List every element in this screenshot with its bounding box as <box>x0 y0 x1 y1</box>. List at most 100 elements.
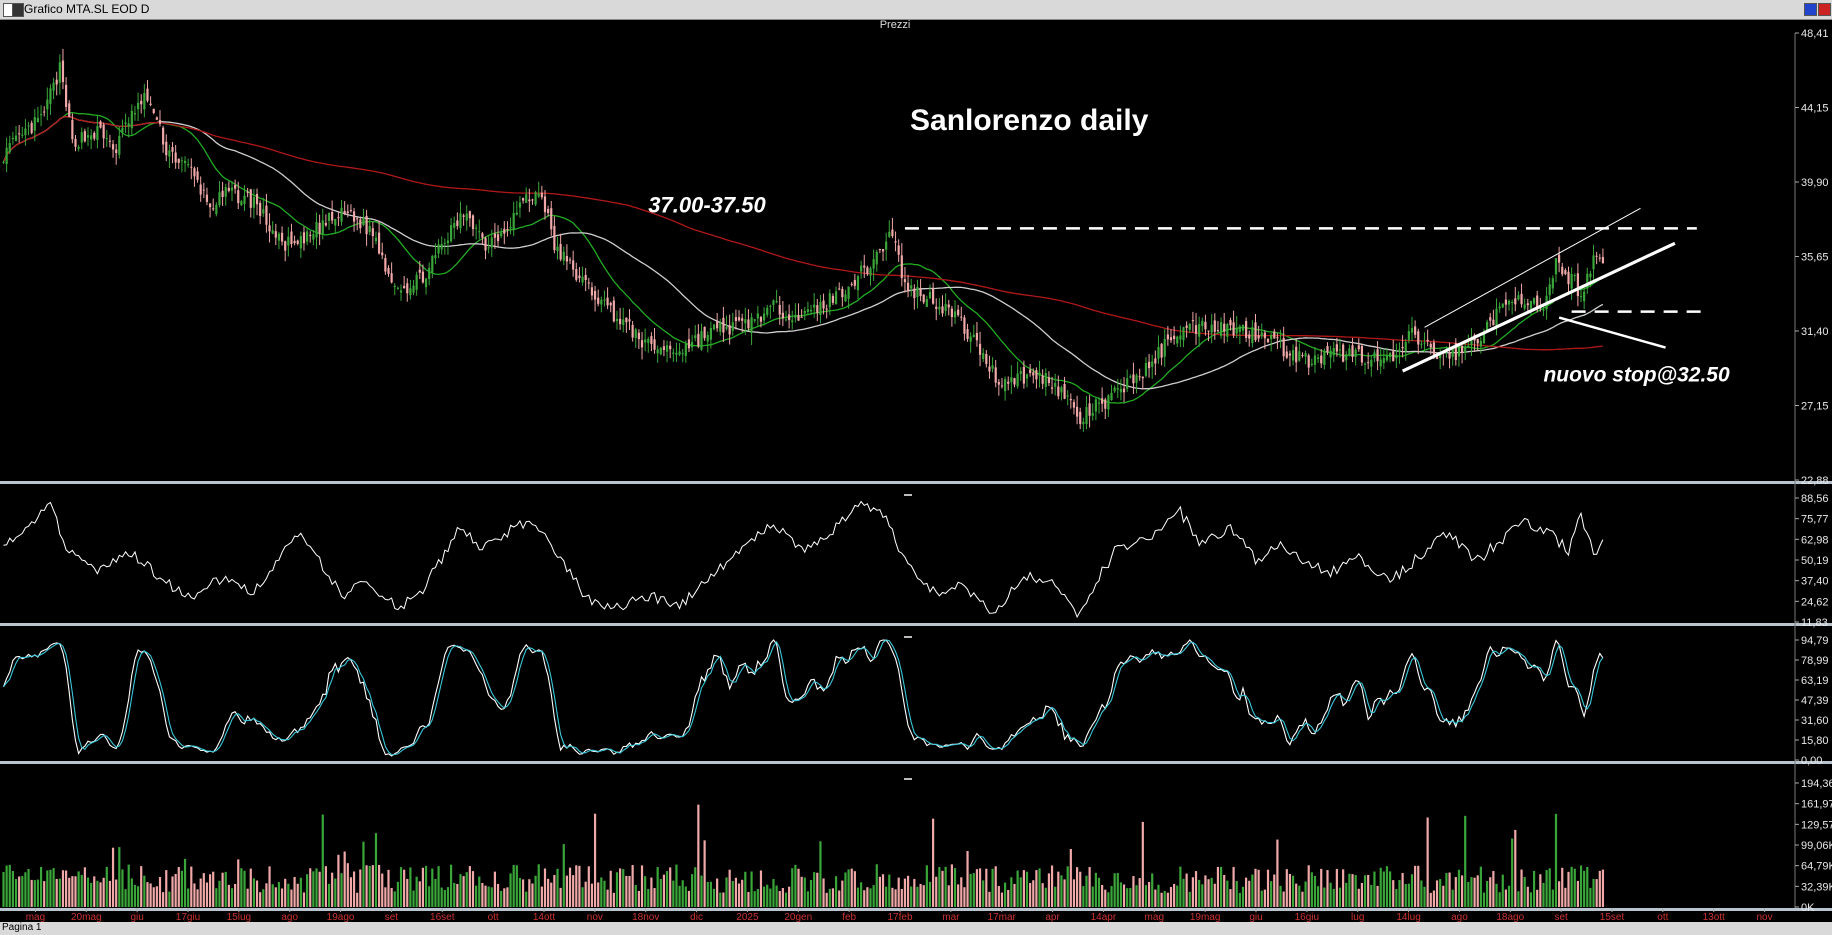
arrow-right-icon[interactable] <box>12 3 24 17</box>
volume-bar <box>885 886 888 907</box>
candle-body <box>1054 383 1057 387</box>
volume-bar <box>1511 838 1514 907</box>
window-titlebar: Grafico MTA.SL EOD D <box>0 0 1832 20</box>
volume-bar <box>1501 874 1504 907</box>
candle-body <box>71 120 74 140</box>
volume-bar <box>412 890 415 907</box>
volume-bar <box>1429 892 1432 907</box>
candle-body <box>449 225 453 242</box>
volume-bar <box>168 891 171 907</box>
volume-bar <box>215 888 218 907</box>
candle-body <box>39 114 43 116</box>
volume-bar <box>202 873 205 907</box>
candle-body <box>246 191 249 193</box>
candle-body <box>1016 373 1019 387</box>
candle-body <box>199 184 202 195</box>
volume-bar <box>155 886 158 907</box>
volume-bar <box>162 892 165 907</box>
volume-bar <box>424 865 428 907</box>
candle-body <box>1291 350 1295 361</box>
candle-body <box>653 339 656 350</box>
volume-bar <box>371 865 374 907</box>
candle-body <box>1279 339 1282 341</box>
volume-bar <box>528 879 531 907</box>
candle-body <box>900 255 903 279</box>
volume-bar <box>249 868 252 907</box>
candle-body <box>390 273 393 283</box>
volume-bar <box>503 888 506 907</box>
candle-body <box>343 210 346 214</box>
candle-body <box>572 260 575 270</box>
candle-body <box>1191 320 1194 322</box>
volume-bar <box>1182 878 1185 907</box>
volume-bar <box>5 865 8 907</box>
candle-body <box>1060 387 1063 393</box>
volume-bar <box>52 868 55 907</box>
volume-bar <box>1504 889 1507 907</box>
volume-bar <box>1216 866 1220 907</box>
volume-bar <box>1395 889 1398 907</box>
volume-bar <box>919 883 922 907</box>
candle-body <box>525 194 528 203</box>
volume-bar <box>737 883 741 907</box>
volume-bar <box>960 877 963 907</box>
volume-bar <box>1091 886 1094 907</box>
volume-bar <box>719 892 722 907</box>
candle-body <box>1426 339 1429 342</box>
candle-body <box>1166 334 1169 340</box>
candle-body <box>1257 335 1260 339</box>
candle-body <box>1091 412 1094 416</box>
volume-bar <box>1298 885 1301 907</box>
candle-body <box>1360 346 1364 363</box>
candle-body <box>1179 335 1182 340</box>
candle-body <box>885 241 888 250</box>
candle-body <box>794 314 797 318</box>
volume-y-tick-label: 99,06K <box>1801 840 1832 852</box>
volume-bar <box>1320 868 1323 907</box>
candle-body <box>562 251 565 261</box>
volume-bar <box>406 878 409 907</box>
stochastic-y-tick-label: 78,99 <box>1801 655 1829 667</box>
candle-body <box>1467 345 1470 349</box>
volume-bar <box>1251 874 1254 907</box>
rsi-y-tick-label: 62,98 <box>1801 534 1829 546</box>
volume-bar <box>299 877 302 907</box>
volume-bar <box>756 889 759 907</box>
minimize-button[interactable] <box>1804 3 1817 16</box>
volume-bar <box>1589 887 1592 907</box>
candle-body <box>202 189 205 191</box>
candle-body <box>1176 336 1179 344</box>
candle-body <box>165 141 168 156</box>
volume-bar <box>556 868 559 907</box>
candle-body <box>1589 273 1592 278</box>
candle-body <box>1489 317 1492 321</box>
volume-bar <box>1342 869 1345 907</box>
volume-bar <box>584 881 587 907</box>
volume-bar <box>509 873 512 907</box>
candle-body <box>287 236 290 246</box>
candle-body <box>856 276 860 291</box>
candle-body <box>950 308 953 318</box>
candle-body <box>68 103 71 118</box>
close-button[interactable] <box>1818 3 1831 16</box>
volume-bar <box>637 890 640 907</box>
volume-bar <box>1135 885 1138 907</box>
stochastic-y-tick-label: 15,80 <box>1801 735 1829 747</box>
candle-body <box>418 269 421 273</box>
candle-body <box>1476 339 1479 344</box>
candle-body <box>49 88 52 104</box>
page-tab[interactable]: Pagina 1 <box>2 922 42 933</box>
volume-bar <box>1169 886 1173 907</box>
candle-body <box>1169 337 1173 341</box>
candle-body <box>61 60 65 83</box>
candle-body <box>521 198 525 201</box>
x-tick-label: 18nov <box>632 912 659 923</box>
candle-body <box>446 240 450 244</box>
candle-body <box>259 202 262 216</box>
volume-bar <box>199 878 202 907</box>
volume-bar <box>935 876 938 907</box>
stochastic-k-line <box>2 639 1604 757</box>
candle-body <box>190 166 193 168</box>
candle-body <box>825 308 828 310</box>
volume-bar <box>659 879 662 907</box>
